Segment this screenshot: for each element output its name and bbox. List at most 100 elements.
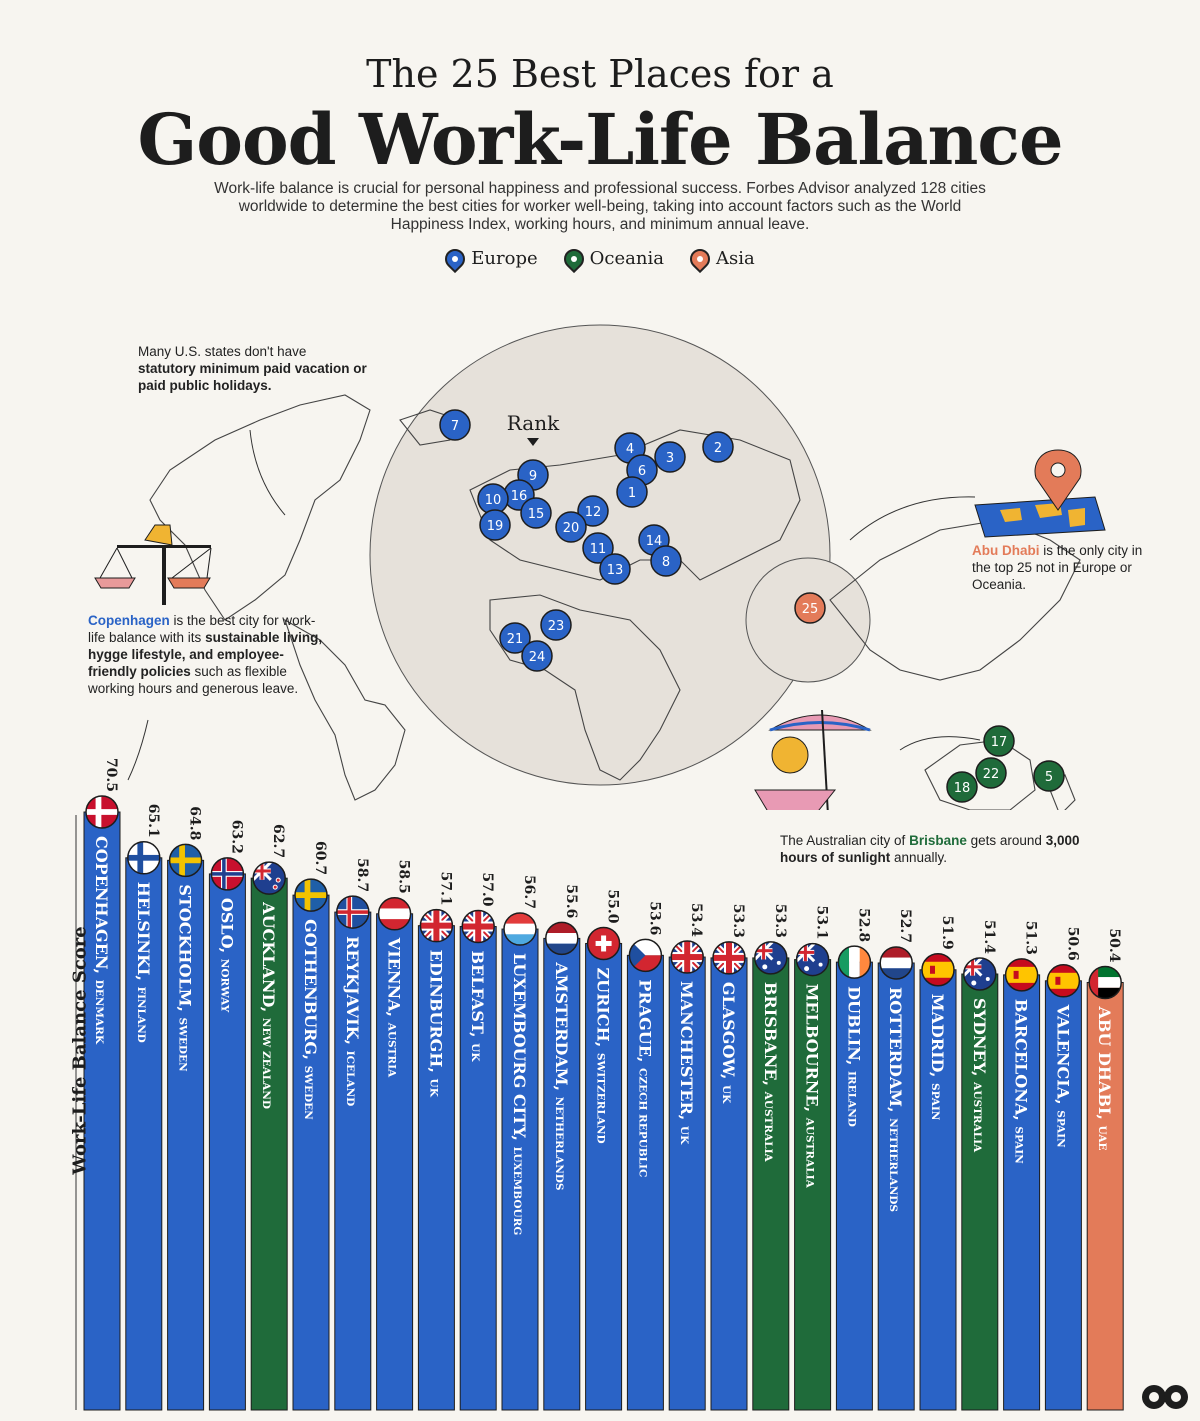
legend-item-europe: Europe bbox=[441, 244, 538, 273]
bar-country-label: AUSTRALIA bbox=[804, 1117, 816, 1189]
bar-country-label: ICELAND bbox=[344, 1051, 356, 1107]
map-marker: 17 bbox=[983, 725, 1015, 757]
map-marker-rank: 13 bbox=[607, 563, 624, 578]
map-marker-rank: 2 bbox=[714, 441, 722, 456]
value-label: 51.9 bbox=[939, 916, 955, 950]
bar-group: 53.4 MANCHESTER, UK bbox=[668, 903, 706, 1411]
bar bbox=[961, 973, 999, 1411]
flag-icon bbox=[377, 897, 412, 931]
value-label: 53.3 bbox=[772, 904, 788, 938]
map-marker-rank: 23 bbox=[548, 619, 565, 634]
bar-country-label: NETHERLANDS bbox=[553, 1097, 565, 1191]
flag-icon bbox=[963, 957, 997, 991]
value-label: 56.7 bbox=[521, 875, 537, 909]
us-note-text: Many U.S. states don't have bbox=[138, 344, 307, 359]
bar-country-label: UAE bbox=[1096, 1126, 1108, 1151]
map-marker: 10 bbox=[477, 483, 509, 515]
bar-group: 57.1 EDINBURGH, UK bbox=[417, 872, 455, 1411]
bar-country-label: SWITZERLAND bbox=[595, 1053, 607, 1144]
legend-label: Europe bbox=[471, 248, 538, 269]
value-label: 62.7 bbox=[270, 824, 286, 858]
flag-icon bbox=[127, 841, 161, 875]
chart-title-line1: The 25 Best Places for a bbox=[366, 52, 834, 96]
value-label: 51.4 bbox=[981, 920, 997, 954]
bar-country-label: SWEDEN bbox=[302, 1066, 314, 1120]
map-marker-rank: 9 bbox=[529, 469, 537, 484]
flag-icon bbox=[795, 942, 830, 977]
bar-country-label: NORWAY bbox=[218, 959, 230, 1013]
bar-country-label: UK bbox=[427, 1079, 439, 1098]
flag-icon bbox=[754, 941, 788, 975]
value-label: 65.1 bbox=[145, 804, 161, 838]
legend: Europe Oceania Asia bbox=[0, 244, 1200, 273]
bar-country-label: AUSTRIA bbox=[386, 1022, 398, 1078]
map-marker-rank: 11 bbox=[590, 542, 607, 557]
flag-icon bbox=[837, 945, 872, 979]
bar-country-label: SPAIN bbox=[1013, 1126, 1025, 1164]
bar-country-label: UK bbox=[678, 1126, 690, 1145]
bar-country-label: DENMARK bbox=[93, 980, 105, 1045]
copenhagen-arrow bbox=[127, 719, 149, 781]
brisbane-note: The Australian city of Brisbane gets aro… bbox=[780, 832, 1080, 866]
flag-icon bbox=[419, 908, 454, 943]
flag-icon bbox=[1004, 958, 1039, 992]
flag-icon bbox=[628, 938, 663, 973]
rank-label: Rank bbox=[507, 411, 560, 435]
map-marker: 23 bbox=[540, 609, 572, 641]
bar-city-label: BARCELONA, SPAIN bbox=[1012, 999, 1031, 1164]
bar-country-label: AUSTRALIA bbox=[762, 1091, 774, 1163]
map-marker: 15 bbox=[520, 497, 552, 529]
bar-city-label: ABU DHABI, UAE bbox=[1095, 1005, 1114, 1150]
bar bbox=[292, 894, 330, 1411]
copenhagen-note-bold: sustainable living, hygge lifestyle, and… bbox=[88, 630, 323, 679]
map-marker-rank: 19 bbox=[487, 519, 504, 534]
flag-icon bbox=[670, 940, 704, 974]
legend-label: Oceania bbox=[589, 248, 664, 269]
map-marker: 13 bbox=[599, 553, 631, 585]
bar bbox=[417, 925, 455, 1411]
value-label: 63.2 bbox=[228, 820, 244, 854]
flag-icon bbox=[586, 926, 621, 961]
map-marker: 8 bbox=[650, 545, 682, 577]
flag-icon bbox=[545, 921, 579, 956]
bar-group: 53.3 GLASGOW, UK bbox=[710, 904, 748, 1411]
value-label: 58.5 bbox=[396, 860, 412, 894]
map-marker-rank: 12 bbox=[585, 505, 602, 520]
beach-chair-illustration bbox=[754, 709, 872, 810]
flag-icon bbox=[85, 795, 119, 829]
bar bbox=[1044, 980, 1082, 1411]
flag-icon bbox=[1046, 964, 1081, 998]
map-marker-rank: 20 bbox=[563, 521, 580, 536]
value-label: 57.0 bbox=[479, 872, 495, 906]
brisbane-note-bold: 3,000 hours of sunlight bbox=[780, 833, 1080, 865]
bar-country-label: LUXEMBOURG bbox=[511, 1147, 523, 1236]
bar-city-label: EDINBURGH, UK bbox=[426, 950, 445, 1098]
value-label: 70.5 bbox=[103, 758, 119, 792]
bar-country-label: SPAIN bbox=[929, 1083, 941, 1121]
balance-scale-icon bbox=[94, 524, 212, 605]
bar bbox=[794, 959, 832, 1411]
map-marker: 20 bbox=[555, 511, 587, 543]
y-axis-label: Work-Life Balance Score bbox=[69, 926, 91, 1175]
flag-icon bbox=[168, 843, 203, 878]
flag-icon bbox=[252, 861, 286, 895]
bar-city-label: BELFAST, UK bbox=[468, 951, 487, 1063]
bar-country-label: NETHERLANDS bbox=[887, 1118, 899, 1212]
value-label: 57.1 bbox=[437, 872, 453, 906]
map-marker-rank: 14 bbox=[646, 534, 663, 549]
map-marker-rank: 25 bbox=[802, 602, 819, 617]
copenhagen-note-city: Copenhagen bbox=[88, 613, 170, 628]
value-label: 53.1 bbox=[814, 905, 830, 939]
value-label: 55.0 bbox=[605, 889, 621, 923]
chart-title: Good Work-Life Balance bbox=[137, 98, 1063, 181]
flag-icon bbox=[294, 878, 328, 912]
bar-country-label: CZECH REPUBLIC bbox=[636, 1068, 648, 1177]
map-marker-rank: 6 bbox=[638, 464, 646, 479]
map-marker-rank: 17 bbox=[991, 735, 1008, 750]
